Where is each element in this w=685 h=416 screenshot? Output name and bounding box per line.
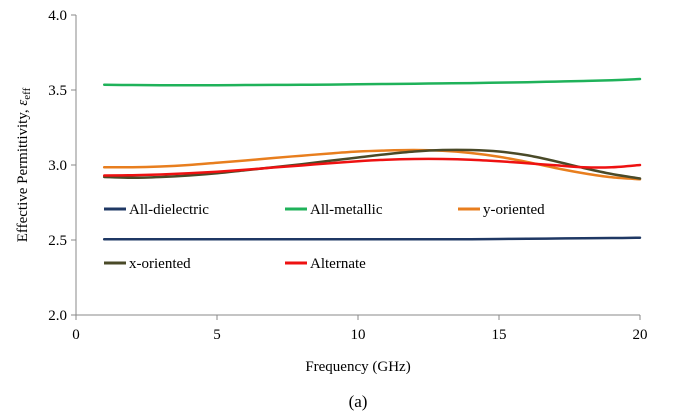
ticks: 2.0 2.5 3.0 3.5 4.0 0 5 10 15 20 bbox=[48, 8, 647, 343]
legend-label-all-dielectric: All-dielectric bbox=[129, 202, 209, 218]
x-tick-label: 0 bbox=[72, 327, 80, 343]
y-tick-label: 4.0 bbox=[48, 8, 67, 24]
legend-label-y-oriented: y-oriented bbox=[483, 202, 545, 218]
legend-label-x-oriented: x-oriented bbox=[129, 256, 191, 272]
series-line-all-metallic bbox=[102, 77, 642, 87]
x-tick-label: 20 bbox=[633, 327, 648, 343]
series-line-x-oriented bbox=[102, 148, 642, 180]
figure-caption: (a) bbox=[349, 392, 368, 411]
legend: All-dielectric All-metallic y-oriented x-or… bbox=[104, 202, 545, 272]
series-group bbox=[102, 77, 642, 241]
y-tick-label: 2.5 bbox=[48, 233, 67, 249]
legend-label-alternate: Alternate bbox=[310, 256, 366, 272]
series-line-y-oriented bbox=[102, 148, 642, 181]
legend-label-all-metallic: All-metallic bbox=[310, 202, 383, 218]
y-tick-label: 3.0 bbox=[48, 158, 67, 174]
series-line-all-dielectric bbox=[102, 236, 642, 241]
y-axis-title: Effective Permittivity, εeff bbox=[15, 87, 33, 242]
y-axis-title-symbol: ε bbox=[15, 100, 31, 106]
y-tick-label: 2.0 bbox=[48, 308, 67, 324]
x-tick-label: 5 bbox=[213, 327, 221, 343]
y-axis-title-subscript: eff bbox=[21, 87, 33, 99]
x-tick-label: 10 bbox=[351, 327, 366, 343]
y-axis-title-text: Effective Permittivity, bbox=[15, 106, 31, 243]
x-tick-label: 15 bbox=[492, 327, 507, 343]
series-line-alternate bbox=[102, 157, 642, 177]
y-tick-label: 3.5 bbox=[48, 83, 67, 99]
x-axis-title: Frequency (GHz) bbox=[305, 359, 410, 375]
